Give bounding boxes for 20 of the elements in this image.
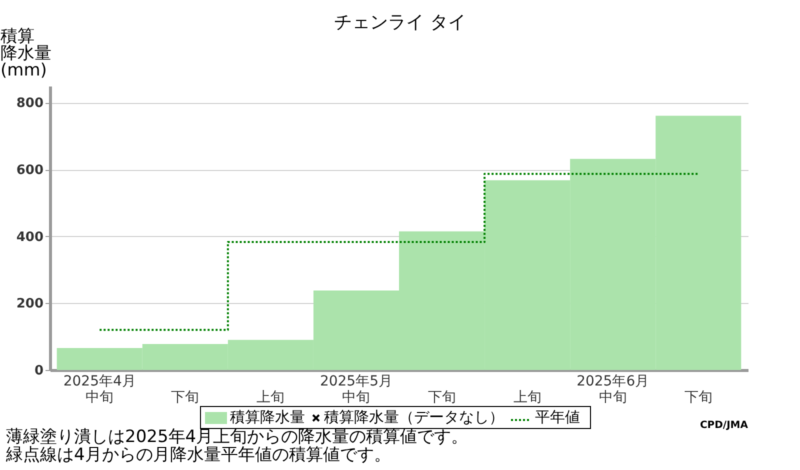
legend-label: 積算降水量: [230, 408, 305, 427]
x-tick-label: 上旬: [256, 390, 285, 406]
x-tick-label: 下旬: [684, 390, 712, 406]
text: 緑点線は4月からの月降水量平年値の積算値です。: [6, 445, 392, 465]
x-tick-label: 下旬: [428, 390, 456, 406]
y-tick-label: 200: [16, 296, 44, 312]
x-tick-label: 2025年6月中旬: [576, 374, 650, 406]
y-tick-label: 800: [16, 96, 44, 112]
y-tick-label: 400: [16, 230, 44, 245]
legend-label: 平年値: [535, 408, 580, 427]
x-tick-label: 2025年4月中旬: [63, 374, 136, 406]
x-tick-label: 2025年5月中旬: [320, 374, 393, 406]
chart-title: チェンライ タイ: [334, 12, 466, 33]
y-tick-label: 600: [16, 163, 44, 178]
x-tick-label: 上旬: [513, 390, 542, 406]
x-tick-label: 下旬: [171, 390, 200, 406]
legend-label: 積算降水量（データなし）: [324, 408, 504, 427]
y-tick-label: 0: [34, 364, 44, 378]
y-axis-title: 積算降水量(mm): [0, 26, 52, 80]
text: CPD/JMA: [700, 420, 748, 431]
